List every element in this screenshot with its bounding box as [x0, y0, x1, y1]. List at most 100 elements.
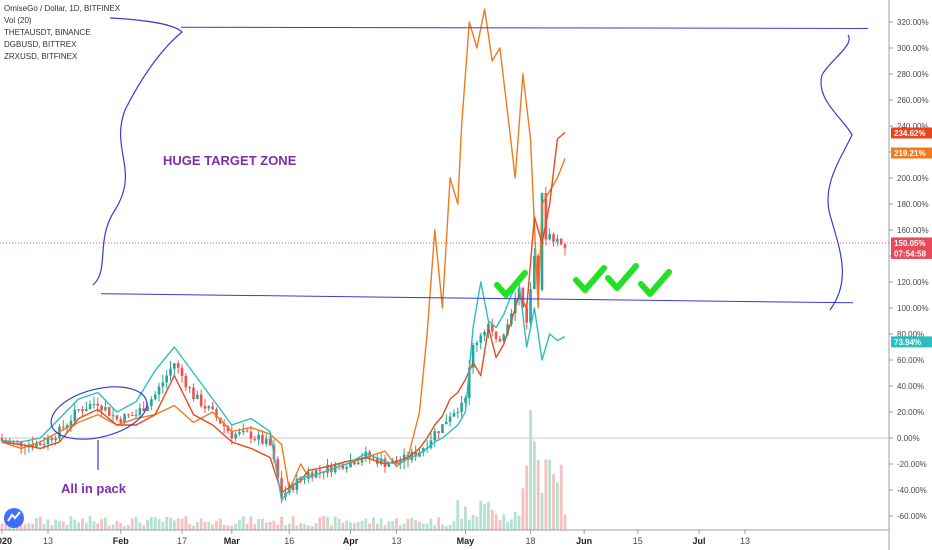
- volume-bar: [284, 525, 287, 530]
- candle-body: [165, 375, 168, 383]
- volume-bar: [441, 524, 444, 530]
- candle-body: [211, 406, 214, 410]
- candle-body: [226, 426, 230, 432]
- volume-bar: [329, 525, 333, 530]
- volume-bar: [490, 509, 494, 530]
- volume-bar: [310, 525, 314, 530]
- candle-body: [69, 420, 73, 426]
- candle-body: [460, 402, 463, 413]
- candle-body: [299, 479, 303, 481]
- candle-body: [199, 394, 203, 407]
- y-tick-label: 40.00%: [897, 382, 924, 391]
- candle-body: [257, 434, 260, 440]
- candle-body: [517, 287, 521, 299]
- volume-bar: [169, 517, 172, 530]
- candle-body: [356, 462, 360, 465]
- legend-item-dgb[interactable]: DGBUSD, BITTREX: [4, 40, 77, 49]
- volume-bar: [38, 516, 42, 530]
- candle-body: [525, 307, 529, 323]
- y-tick-label: 260.00%: [897, 96, 929, 105]
- price-tag-label: 234.62%: [894, 129, 926, 138]
- volume-bar: [356, 521, 360, 530]
- candle-body: [146, 405, 149, 411]
- candle-body: [433, 431, 437, 441]
- candle-body: [100, 405, 103, 411]
- volume-bar: [375, 523, 379, 530]
- volume-bars: [0, 410, 567, 530]
- y-tick-label: 100.00%: [897, 304, 929, 313]
- candle-body: [410, 451, 414, 461]
- volume-bar: [261, 518, 264, 530]
- candle-body: [280, 478, 283, 498]
- candle-body: [529, 289, 532, 323]
- volume-bar: [58, 521, 61, 530]
- legend-item-zrx[interactable]: ZRXUSD, BITFINEX: [4, 52, 78, 61]
- candle-body: [253, 438, 257, 440]
- volume-bar: [230, 525, 234, 530]
- candle-body: [184, 375, 188, 388]
- legend-item-omg[interactable]: OmiseGo / Dollar, 1D, BITFINEX: [4, 4, 121, 13]
- x-tick-label: May: [457, 536, 475, 546]
- candle-body: [498, 338, 502, 342]
- target-zone-label: HUGE TARGET ZONE: [163, 153, 297, 168]
- volume-bar: [268, 522, 272, 530]
- candle-body: [173, 363, 176, 369]
- candle-body: [50, 437, 54, 441]
- candle-body: [203, 406, 207, 409]
- candle-body: [448, 416, 452, 422]
- volume-bar: [84, 522, 88, 530]
- candle-body: [490, 323, 494, 332]
- candle-body: [349, 460, 352, 468]
- volume-bar: [460, 518, 463, 530]
- x-tick-label: Feb: [113, 536, 130, 546]
- volume-bar: [0, 523, 4, 530]
- y-axis-bg: [889, 0, 932, 550]
- volume-bar: [552, 474, 555, 530]
- price-tag: [891, 147, 932, 159]
- volume-bar: [349, 522, 352, 530]
- volume-bar: [506, 522, 509, 530]
- volume-bar: [563, 514, 567, 530]
- legend-item-vol[interactable]: Vol (20): [4, 16, 32, 25]
- volume-bar: [467, 520, 471, 530]
- price-tag: [891, 247, 932, 259]
- volume-bar: [238, 519, 241, 530]
- volume-bar: [88, 516, 92, 530]
- candle-body: [245, 430, 249, 432]
- candle-body: [521, 287, 525, 308]
- candle-body: [92, 403, 96, 405]
- candle-body: [134, 414, 138, 416]
- candle-body: [107, 407, 111, 416]
- volume-bar: [245, 523, 249, 530]
- volume-bar: [437, 517, 441, 530]
- volume-bar: [211, 524, 215, 530]
- legend-item-theta[interactable]: THETAUSDT, BINANCE: [4, 28, 91, 37]
- price-tag-label: 150.05%: [894, 239, 926, 248]
- check-mark-icon: [605, 263, 639, 291]
- candle-body: [111, 415, 115, 417]
- y-tick-label: 280.00%: [897, 70, 929, 79]
- volume-bar: [287, 523, 291, 530]
- candle-body: [142, 408, 146, 411]
- volume-bar: [521, 488, 525, 530]
- candle-body: [360, 459, 364, 463]
- candle-body: [536, 255, 540, 290]
- candle-body: [318, 470, 322, 472]
- volume-bar: [299, 522, 303, 530]
- candle-body: [295, 479, 299, 491]
- candle-body: [556, 238, 559, 242]
- y-tick-label: 240.00%: [897, 122, 929, 131]
- volume-bar: [379, 518, 383, 530]
- x-axis[interactable]: 2020 13 Feb 17 Mar 16 Apr 13 May 18 Jun 15 Jul 13: [0, 529, 889, 546]
- candle-body: [123, 414, 126, 423]
- price-tag-label: 07:54:58: [894, 249, 927, 258]
- candle-body: [552, 234, 555, 242]
- candle-body: [337, 463, 341, 465]
- y-axis[interactable]: 320.00%300.00%280.00%260.00%240.00%220.0…: [888, 0, 932, 550]
- candle-body: [39, 443, 42, 446]
- volume-bar: [559, 464, 563, 530]
- tradingview-logo[interactable]: [4, 508, 24, 528]
- volume-bar: [104, 517, 107, 530]
- volume-bar: [303, 523, 306, 530]
- volume-bar: [291, 516, 295, 530]
